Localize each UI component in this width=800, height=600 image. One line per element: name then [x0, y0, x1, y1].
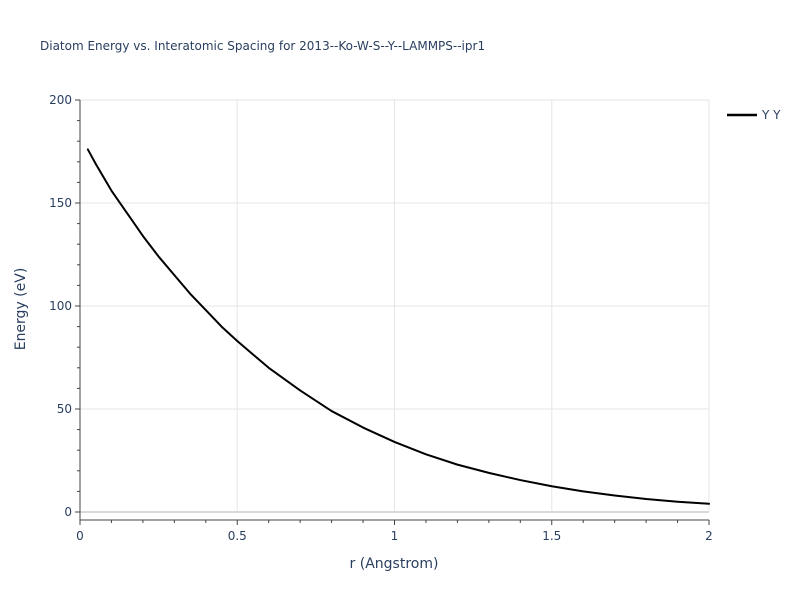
x-tick-label: 0 [76, 529, 84, 543]
axes [75, 99, 710, 525]
x-tick-label: 1 [391, 529, 399, 543]
y-tick-label: 0 [64, 505, 72, 519]
x-axis-title: r (Angstrom) [350, 556, 439, 572]
series-line-y-y [86, 148, 710, 505]
y-tick-label: 150 [49, 196, 72, 210]
tick-labels: 0 0.5 1 1.5 2 0 50 100 150 200 [49, 93, 713, 543]
y-tick-label: 200 [49, 93, 72, 107]
y-tick-label: 50 [57, 402, 72, 416]
y-axis-title: Energy (eV) [13, 268, 29, 351]
chart-title: Diatom Energy vs. Interatomic Spacing fo… [40, 39, 485, 53]
y-tick-label: 100 [49, 299, 72, 313]
legend-label-y-y: Y Y [761, 108, 781, 122]
grid-lines [80, 99, 710, 513]
x-tick-label: 1.5 [542, 529, 561, 543]
series-layer [86, 148, 710, 505]
x-tick-label: 0.5 [228, 529, 247, 543]
plot-area: 0 0.5 1 1.5 2 0 50 100 150 200 [49, 93, 713, 543]
x-tick-label: 2 [705, 529, 713, 543]
legend[interactable]: Y Y [727, 108, 781, 122]
